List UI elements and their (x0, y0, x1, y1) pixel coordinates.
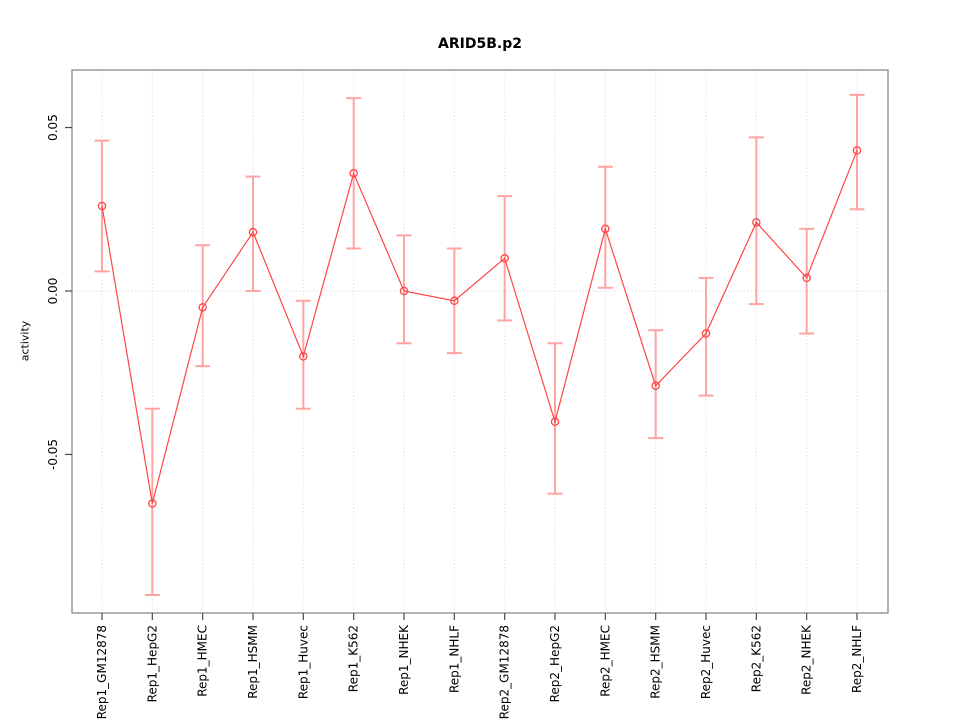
data-point (852, 146, 862, 155)
data-point (500, 254, 509, 263)
x-tick-label: Rep1_NHLF (447, 625, 461, 693)
data-point (601, 224, 610, 234)
x-tick-label: Rep2_Huvec (699, 625, 713, 699)
x-tick-label: Rep1_HSMM (246, 625, 260, 699)
data-point (651, 381, 660, 391)
x-tick-label: Rep1_HepG2 (145, 625, 159, 702)
data-point (752, 218, 761, 227)
y-tick-label: 0.05 (46, 114, 60, 141)
y-tick-label: -0.05 (46, 439, 60, 470)
data-point (399, 286, 409, 296)
x-tick-label: Rep1_GM12878 (95, 625, 109, 719)
data-point (802, 273, 811, 283)
x-tick-label: Rep2_HepG2 (548, 625, 562, 702)
x-tick-label: Rep1_HMEC (196, 625, 210, 697)
y-tick-label: 0.00 (46, 278, 60, 305)
x-tick-label: Rep2_NHEK (800, 624, 814, 695)
data-point (248, 227, 258, 237)
x-tick-label: Rep2_HMEC (598, 625, 612, 697)
data-point (97, 201, 107, 211)
data-point (550, 417, 560, 427)
series-line (101, 150, 858, 504)
data-point (299, 352, 308, 361)
x-tick-label: Rep1_K562 (347, 625, 361, 692)
data-point (450, 296, 459, 306)
data-point (148, 499, 157, 508)
chart-title: ARID5B.p2 (438, 36, 522, 52)
data-point (349, 169, 358, 178)
x-tick-label: Rep2_K562 (749, 625, 763, 692)
x-tick-label: Rep1_Huvec (296, 625, 310, 699)
x-tick-label: Rep2_NHLF (850, 625, 864, 693)
plot-box (71, 69, 889, 614)
data-point (701, 329, 711, 338)
x-tick-label: Rep1_NHEK (397, 624, 411, 695)
data-point (198, 303, 207, 312)
x-tick-label: Rep2_HSMM (649, 625, 663, 699)
x-tick-label: Rep2_GM12878 (498, 625, 512, 719)
